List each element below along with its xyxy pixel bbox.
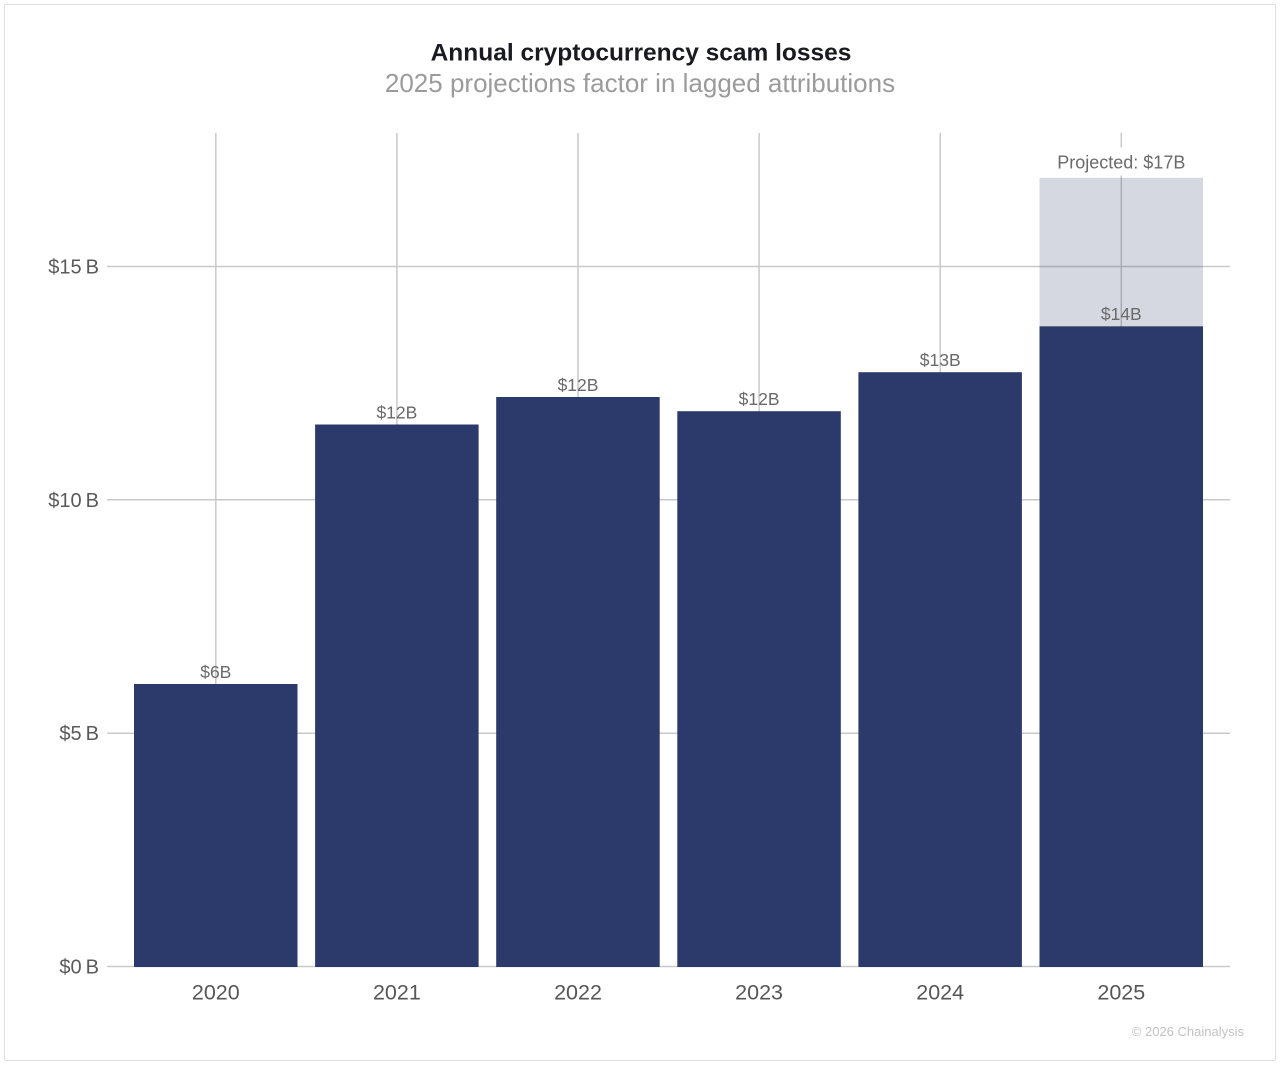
svg-text:$0 B: $0 B xyxy=(59,957,99,979)
svg-text:$5 B: $5 B xyxy=(59,723,99,745)
svg-text:$14B: $14B xyxy=(1101,304,1142,324)
svg-text:$12B: $12B xyxy=(558,375,599,395)
svg-text:2023: 2023 xyxy=(735,981,783,1005)
svg-text:$15 B: $15 B xyxy=(48,257,99,279)
svg-text:$13B: $13B xyxy=(920,350,961,370)
svg-text:$10 B: $10 B xyxy=(48,490,99,512)
svg-text:2025: 2025 xyxy=(1097,981,1145,1005)
svg-text:2025 projections factor in lag: 2025 projections factor in lagged attrib… xyxy=(385,68,895,98)
svg-text:© 2026 Chainalysis: © 2026 Chainalysis xyxy=(1132,1024,1245,1039)
svg-text:$12B: $12B xyxy=(739,389,780,409)
svg-text:2022: 2022 xyxy=(554,981,602,1005)
svg-text:Projected: $17B: Projected: $17B xyxy=(1057,153,1185,173)
svg-text:$12B: $12B xyxy=(376,402,417,422)
svg-text:2024: 2024 xyxy=(916,981,964,1005)
svg-text:Annual cryptocurrency scam los: Annual cryptocurrency scam losses xyxy=(431,40,852,67)
svg-text:2021: 2021 xyxy=(373,981,421,1005)
svg-text:2020: 2020 xyxy=(192,981,240,1005)
svg-text:$6B: $6B xyxy=(200,662,231,682)
